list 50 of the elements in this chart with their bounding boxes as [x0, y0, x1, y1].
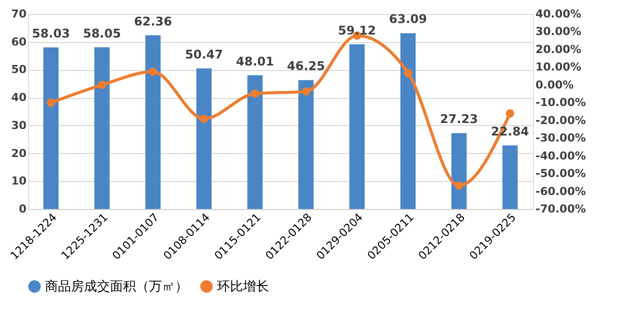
y2-tick-label: 30.00%	[536, 25, 582, 38]
point	[200, 114, 208, 123]
bar	[196, 68, 212, 209]
data-label: 46.25	[287, 59, 325, 74]
y2-tick-label: 0.00%	[536, 78, 574, 92]
point	[302, 87, 310, 96]
y2-tick-label: 40.00%	[536, 8, 582, 20]
legend-label: 环比增长	[217, 280, 269, 295]
bar	[43, 47, 59, 209]
point	[98, 80, 106, 90]
y2-tick-label: -10.00%	[536, 96, 586, 110]
y2-tick-label: 10.00%	[536, 60, 582, 74]
y-tick-label: 30	[11, 118, 27, 132]
bar	[349, 44, 365, 209]
y2-tick-label: -20.00%	[536, 114, 586, 127]
data-label: 58.03	[32, 26, 70, 40]
y2-tick-label: -70.00%	[536, 202, 586, 216]
point	[46, 98, 56, 107]
y-tick-label: 0	[18, 202, 27, 216]
y-tick-label: 40	[11, 91, 27, 104]
point	[148, 68, 158, 76]
y-tick-label: 60	[11, 35, 27, 48]
bar	[400, 33, 416, 209]
bar	[145, 35, 161, 209]
data-label: 63.09	[389, 12, 428, 26]
bar	[298, 80, 314, 209]
y-tick-label: 10	[11, 174, 27, 188]
point	[506, 109, 514, 118]
y2-tick-label: 20.00%	[536, 42, 582, 56]
y-tick-label: 50	[11, 63, 27, 76]
y2-tick-label: -30.00%	[536, 132, 586, 145]
point	[250, 89, 260, 98]
point	[404, 68, 412, 78]
data-label: 48.01	[236, 54, 274, 68]
data-label: 58.05	[82, 26, 121, 40]
legend-label: 商品房成交面积（万㎡）	[45, 278, 188, 295]
bar	[94, 47, 110, 209]
y2-tick-label: -60.00%	[536, 184, 586, 198]
data-label: 62.36	[134, 14, 172, 28]
y-tick-label: 70	[11, 8, 27, 20]
bar	[502, 145, 518, 209]
data-label: 27.23	[440, 112, 478, 126]
point	[454, 181, 464, 190]
data-label: 50.47	[185, 47, 223, 62]
bar	[451, 133, 467, 209]
y-tick-label: 20	[11, 146, 27, 160]
data-label: 59.12	[338, 23, 376, 38]
bar	[247, 75, 263, 209]
y2-tick-label: -40.00%	[536, 149, 586, 162]
y2-tick-label: -50.00%	[536, 167, 586, 180]
